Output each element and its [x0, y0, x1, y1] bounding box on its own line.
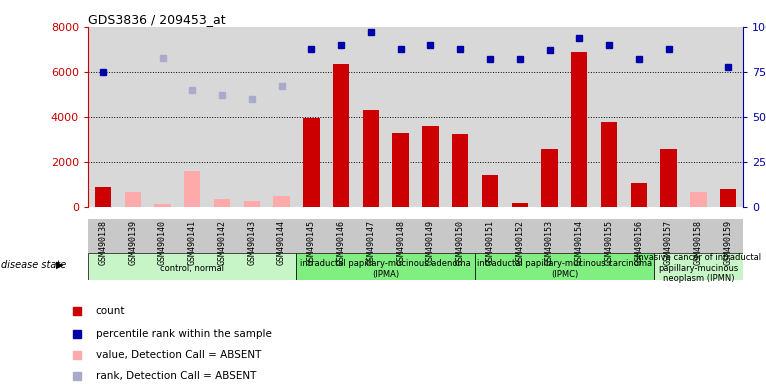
Text: GSM490140: GSM490140 [158, 220, 167, 265]
Bar [296, 253, 475, 280]
Bar [452, 134, 468, 207]
Text: (IPMC): (IPMC) [551, 270, 578, 279]
Text: GSM490156: GSM490156 [634, 220, 643, 265]
Bar [244, 201, 260, 207]
Bar [475, 253, 653, 280]
Text: GSM490150: GSM490150 [456, 220, 465, 265]
Text: GSM490157: GSM490157 [664, 220, 673, 265]
Text: intraductal papillary-mucinous adenoma: intraductal papillary-mucinous adenoma [300, 258, 471, 268]
Bar [720, 189, 736, 207]
Text: GSM490148: GSM490148 [396, 220, 405, 265]
Text: count: count [96, 306, 126, 316]
Text: GSM490152: GSM490152 [516, 220, 524, 265]
Bar [571, 52, 588, 207]
Bar [630, 182, 647, 207]
Text: GSM490151: GSM490151 [486, 220, 495, 265]
Bar [88, 219, 743, 253]
Text: (IPMA): (IPMA) [372, 270, 399, 279]
Bar [482, 175, 498, 207]
Text: GDS3836 / 209453_at: GDS3836 / 209453_at [88, 13, 226, 26]
Bar [184, 171, 201, 207]
Text: GSM490143: GSM490143 [247, 220, 257, 265]
Text: control, normal: control, normal [160, 263, 224, 273]
Text: value, Detection Call = ABSENT: value, Detection Call = ABSENT [96, 351, 261, 361]
Bar [422, 126, 439, 207]
Bar [660, 149, 677, 207]
Text: GSM490145: GSM490145 [307, 220, 316, 265]
Bar [88, 253, 296, 280]
Bar [392, 133, 409, 207]
Bar [653, 253, 743, 280]
Bar [333, 64, 349, 207]
Bar [512, 203, 528, 207]
Text: rank, Detection Call = ABSENT: rank, Detection Call = ABSENT [96, 371, 256, 381]
Text: GSM490159: GSM490159 [724, 220, 732, 265]
Bar [125, 192, 141, 207]
Text: GSM490147: GSM490147 [366, 220, 375, 265]
Text: GSM490153: GSM490153 [545, 220, 554, 265]
Bar [303, 118, 319, 207]
Bar [214, 199, 231, 207]
Bar [273, 196, 290, 207]
Bar [363, 110, 379, 207]
Bar [154, 204, 171, 207]
Text: GSM490141: GSM490141 [188, 220, 197, 265]
Text: GSM490138: GSM490138 [99, 220, 107, 265]
Text: GSM490149: GSM490149 [426, 220, 435, 265]
Bar [690, 192, 706, 207]
Bar [88, 253, 743, 280]
Text: disease state: disease state [1, 260, 66, 270]
Text: GSM490139: GSM490139 [128, 220, 137, 265]
Bar [601, 122, 617, 207]
Text: GSM490142: GSM490142 [218, 220, 227, 265]
Text: GSM490146: GSM490146 [336, 220, 345, 265]
Text: intraductal papillary-mucinous carcinoma: intraductal papillary-mucinous carcinoma [477, 258, 652, 268]
Text: GSM490154: GSM490154 [574, 220, 584, 265]
Bar [542, 149, 558, 207]
Text: ▶: ▶ [56, 260, 64, 270]
Text: GSM490144: GSM490144 [277, 220, 286, 265]
Bar [95, 187, 111, 207]
Text: invasive cancer of intraductal
papillary-mucinous
neoplasm (IPMN): invasive cancer of intraductal papillary… [636, 253, 761, 283]
Text: GSM490158: GSM490158 [694, 220, 703, 265]
Text: percentile rank within the sample: percentile rank within the sample [96, 329, 272, 339]
Text: GSM490155: GSM490155 [604, 220, 614, 265]
